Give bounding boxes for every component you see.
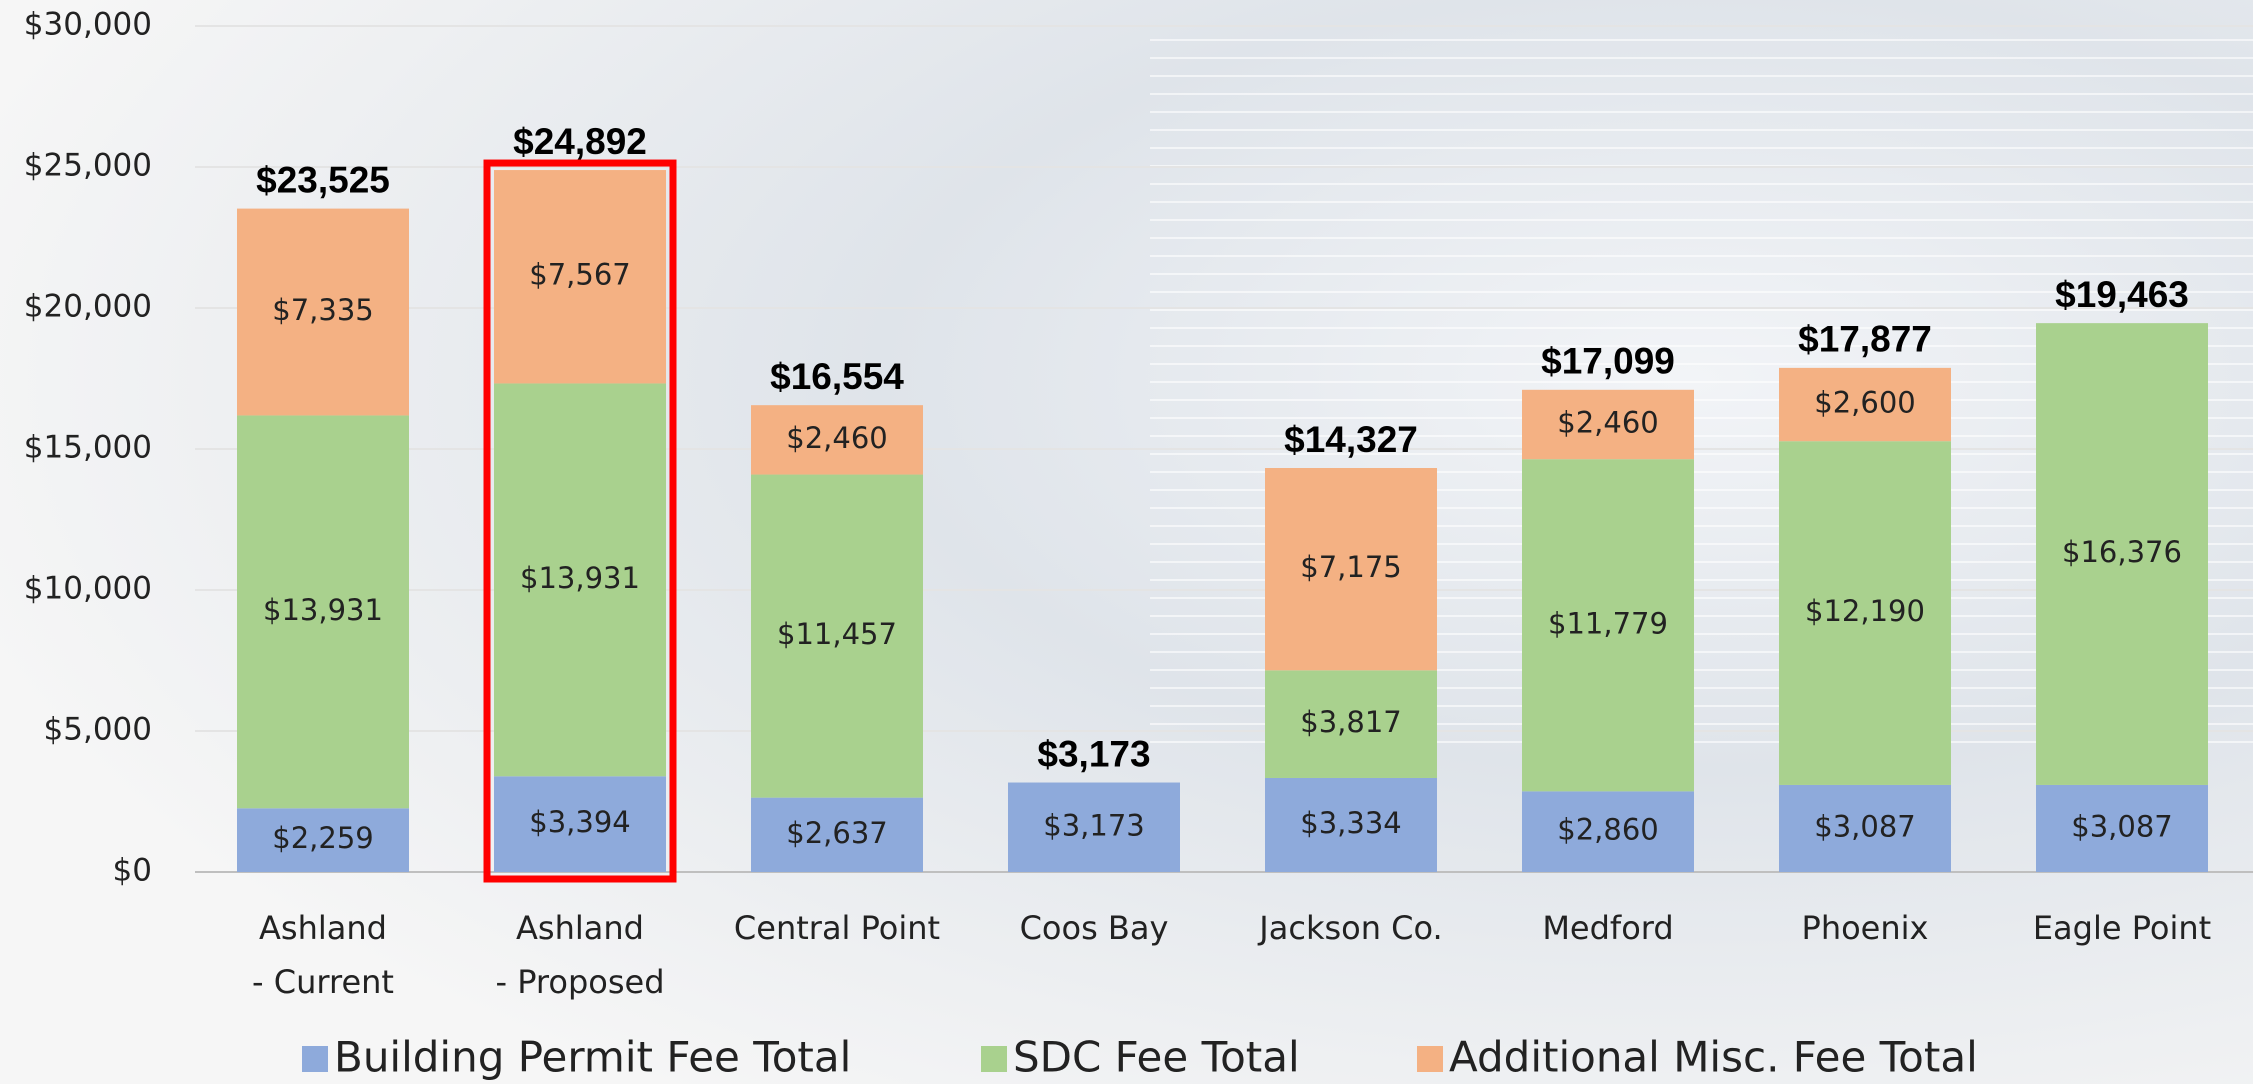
data-label: $3,087	[2071, 809, 2172, 843]
data-label: $2,860	[1557, 813, 1658, 847]
bar-segment	[494, 170, 666, 384]
total-label: $23,525	[256, 159, 390, 200]
bar-segment	[237, 208, 409, 416]
bar-segment	[494, 776, 666, 872]
y-tick-label: $10,000	[24, 571, 152, 607]
x-tick-label: Ashland	[516, 909, 644, 947]
total-label: $3,173	[1037, 733, 1150, 774]
legend-swatch	[1417, 1046, 1443, 1072]
bar-segment	[2036, 784, 2208, 872]
data-label: $16,376	[2062, 535, 2182, 569]
bar-segment	[751, 474, 923, 798]
bar-segment	[1522, 791, 1694, 872]
x-tick-label: Phoenix	[1802, 909, 1929, 947]
y-tick-label: $30,000	[24, 7, 152, 43]
bar-segment	[1265, 777, 1437, 872]
x-tick-label: Coos Bay	[1020, 909, 1169, 947]
data-label: $3,087	[1814, 809, 1915, 843]
bar-segment	[1008, 782, 1180, 872]
data-label: $2,600	[1814, 386, 1915, 420]
bar-segment	[1522, 459, 1694, 792]
data-label: $2,637	[786, 816, 887, 850]
data-label: $13,931	[263, 593, 383, 627]
bar-segment	[494, 383, 666, 777]
x-tick-label: Central Point	[734, 909, 940, 947]
total-label: $19,463	[2055, 274, 2189, 315]
data-label: $7,175	[1300, 550, 1401, 584]
x-tick-label: - Proposed	[495, 963, 664, 1001]
bar-segment	[1779, 367, 1951, 442]
data-label: $7,335	[272, 293, 373, 327]
bar-segment	[237, 808, 409, 872]
legend-label: Additional Misc. Fee Total	[1449, 1033, 1978, 1082]
x-tick-label: Ashland	[259, 909, 387, 947]
data-label: $3,394	[529, 805, 630, 839]
highlight-box	[483, 159, 677, 883]
total-label: $17,099	[1541, 341, 1675, 382]
bar-segment	[1522, 389, 1694, 460]
y-tick-label: $20,000	[24, 289, 152, 325]
legend-swatch	[981, 1046, 1007, 1072]
bar-segment	[751, 797, 923, 872]
data-label: $7,567	[529, 258, 630, 292]
data-label: $11,457	[777, 617, 897, 651]
total-label: $14,327	[1284, 419, 1418, 460]
x-tick-label: - Current	[252, 963, 394, 1001]
data-label: $2,460	[1557, 405, 1658, 439]
legend-label: Building Permit Fee Total	[334, 1033, 851, 1082]
bar-segment	[751, 405, 923, 475]
data-label: $3,173	[1043, 808, 1144, 842]
data-label: $11,779	[1548, 606, 1668, 640]
bar-segment	[1779, 441, 1951, 785]
data-label: $2,259	[272, 821, 373, 855]
legend-swatch	[302, 1046, 328, 1072]
total-label: $17,877	[1798, 319, 1932, 360]
y-tick-label: $25,000	[24, 148, 152, 184]
data-label: $12,190	[1805, 594, 1925, 628]
data-label: $3,334	[1300, 806, 1401, 840]
x-tick-label: Medford	[1542, 909, 1673, 947]
bar-segment	[1779, 784, 1951, 872]
bar-segment	[237, 415, 409, 809]
y-tick-label: $5,000	[44, 712, 152, 748]
bar-segment	[1265, 670, 1437, 778]
total-label: $24,892	[513, 121, 647, 162]
y-tick-label: $15,000	[24, 430, 152, 466]
legend-label: SDC Fee Total	[1013, 1033, 1300, 1082]
x-tick-label: Eagle Point	[2033, 909, 2211, 947]
y-tick-label: $0	[113, 853, 152, 889]
data-label: $2,460	[786, 421, 887, 455]
data-label: $3,817	[1300, 705, 1401, 739]
bar-segment	[1265, 468, 1437, 671]
x-tick-label: Jackson Co.	[1257, 909, 1442, 947]
data-label: $13,931	[520, 561, 640, 595]
bar-segment	[2036, 323, 2208, 785]
total-label: $16,554	[770, 356, 904, 397]
